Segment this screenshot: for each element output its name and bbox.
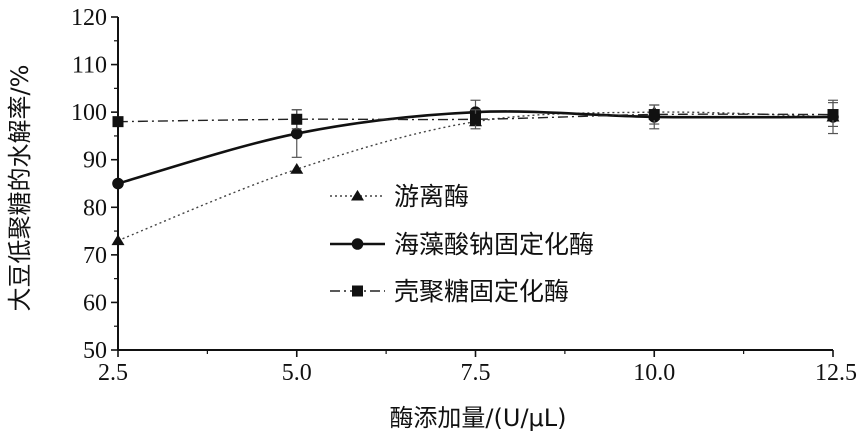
axes: 50 60 70 80 90 100 110 120 2.5 5.0 7.5 10.0 12.5	[71, 5, 857, 386]
data-point	[470, 113, 481, 125]
y-axis-title: 大豆低聚糖的水解率/%	[6, 65, 34, 312]
x-tick-label: 7.5	[461, 360, 491, 386]
data-point	[112, 177, 124, 190]
data-point	[827, 109, 839, 121]
series-line	[117, 111, 834, 242]
legend-entry-3: 壳聚糖固定化酶	[330, 277, 569, 306]
legend-label: 游离酶	[394, 182, 469, 211]
legend-label: 海藻酸钠固定化酶	[394, 230, 594, 259]
x-tick-label: 12.5	[815, 360, 857, 386]
x-tick-label: 2.5	[98, 360, 128, 386]
data-point	[648, 109, 660, 121]
y-tick-label: 90	[83, 148, 107, 174]
series-area	[111, 99, 840, 246]
legend-label: 壳聚糖固定化酶	[394, 277, 569, 306]
legend-marker	[351, 238, 364, 250]
data-point	[291, 113, 303, 125]
data-point	[290, 127, 303, 140]
y-tick-label: 60	[83, 290, 107, 316]
y-tick-label: 80	[83, 195, 107, 221]
legend-entry-1: 游离酶	[330, 182, 469, 211]
x-axis-title: 酶添加量/(U/μL)	[389, 404, 566, 432]
y-tick-label: 50	[83, 338, 107, 364]
legend-entry-2: 海藻酸钠固定化酶	[330, 230, 594, 259]
y-tick-label: 70	[83, 243, 107, 269]
data-point	[290, 163, 304, 174]
legend-marker	[352, 285, 363, 297]
y-tick-label: 100	[71, 100, 107, 126]
data-point	[112, 116, 124, 128]
x-tick-label: 10.0	[633, 360, 675, 386]
y-tick-label: 120	[71, 5, 107, 31]
data-point	[111, 234, 125, 246]
y-tick-label: 110	[72, 53, 107, 79]
series-3	[112, 102, 839, 130]
legend-marker	[351, 189, 364, 201]
x-tick-label: 5.0	[282, 360, 312, 386]
